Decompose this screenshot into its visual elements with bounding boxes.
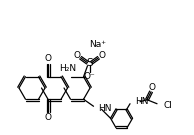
Text: O⁻: O⁻ bbox=[84, 72, 95, 81]
Text: O: O bbox=[73, 51, 80, 60]
Text: HN: HN bbox=[99, 104, 112, 113]
Text: O: O bbox=[98, 51, 105, 60]
Text: O: O bbox=[149, 83, 156, 92]
Text: S: S bbox=[86, 58, 93, 68]
Text: HN: HN bbox=[135, 97, 149, 106]
Text: Na⁺: Na⁺ bbox=[89, 40, 106, 49]
Text: Cl: Cl bbox=[163, 101, 172, 110]
Text: H₂N: H₂N bbox=[59, 64, 76, 73]
Text: O: O bbox=[44, 113, 52, 122]
Text: O: O bbox=[44, 54, 52, 63]
